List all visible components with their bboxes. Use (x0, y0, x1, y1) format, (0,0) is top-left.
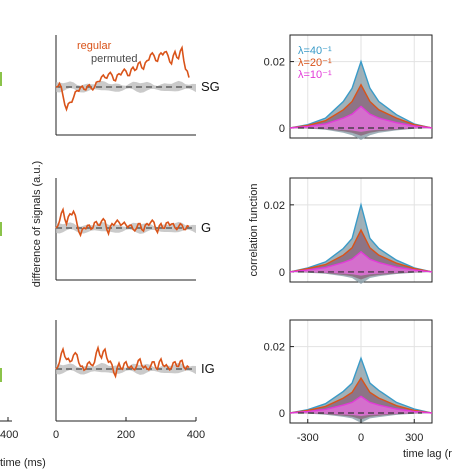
difference-x-tick-label: 200 (117, 429, 135, 441)
lambda-upper-line-1 (289, 228, 433, 273)
left-x-tick-400: 400 (0, 429, 18, 441)
correlation-x-tick-label: 300 (405, 432, 423, 444)
correlation-x-tick-label: 0 (358, 432, 364, 444)
correlation-x-axis-label: time lag (r (403, 448, 452, 460)
correlation-panel-SG: 00.02 (264, 34, 433, 140)
lambda-upper-line-2 (289, 250, 433, 273)
left-x-axis-label: time (ms) (0, 457, 46, 469)
correlation-y-tick-label: 0 (279, 408, 285, 420)
legend-lambda-2: λ=10⁻¹ (298, 69, 332, 81)
left-panel-fragment (0, 72, 12, 422)
correlation-panel-G: 00.02 (264, 177, 433, 284)
difference-y-axis-label: difference of signals (a.u.) (31, 161, 43, 287)
difference-panel-G: G (55, 178, 211, 281)
left-fragment-mark (0, 368, 2, 382)
correlation-y-axis-label: correlation function (248, 184, 260, 277)
legend-lambda-0: λ=40⁻¹ (298, 45, 332, 57)
regular-series-line (55, 344, 190, 379)
lambda-upper-line-2 (289, 105, 433, 129)
correlation-y-tick-label: 0.02 (264, 200, 285, 212)
correlation-y-tick-label: 0 (279, 267, 285, 279)
lambda-upper-line-0 (289, 356, 433, 414)
difference-x-tick-label: 400 (187, 429, 205, 441)
row-label-SG: SG (201, 79, 220, 94)
lambda-upper-line-1 (289, 376, 433, 414)
difference-x-tick-label: 0 (53, 429, 59, 441)
regular-series-line (55, 45, 190, 112)
lambda-upper-line-2 (289, 395, 433, 414)
difference-panel-IG: IG (55, 320, 215, 422)
lambda-upper-line-1 (289, 83, 433, 129)
lambda-upper-line-0 (289, 59, 433, 129)
lambda-upper-line-0 (289, 202, 433, 273)
lambda-band-2 (290, 396, 432, 416)
difference-panel-SG: SG (55, 35, 220, 136)
left-fragment-mark (0, 72, 2, 86)
correlation-y-tick-label: 0.02 (264, 342, 285, 354)
regular-series-line (55, 207, 190, 238)
row-label-IG: IG (201, 361, 215, 376)
correlation-y-tick-label: 0.02 (264, 57, 285, 69)
correlation-y-tick-label: 0 (279, 123, 285, 135)
correlation-x-tick-label: -300 (297, 432, 319, 444)
row-label-G: G (201, 220, 211, 235)
left-fragment-mark (0, 222, 2, 236)
legend-regular: regular (77, 40, 112, 52)
legend-permuted: permuted (91, 53, 137, 65)
lambda-band-2 (290, 106, 432, 132)
lambda-band-2 (290, 251, 432, 276)
correlation-panel-IG: 00.02 (264, 319, 433, 424)
legend-lambda-1: λ=20⁻¹ (298, 57, 332, 69)
